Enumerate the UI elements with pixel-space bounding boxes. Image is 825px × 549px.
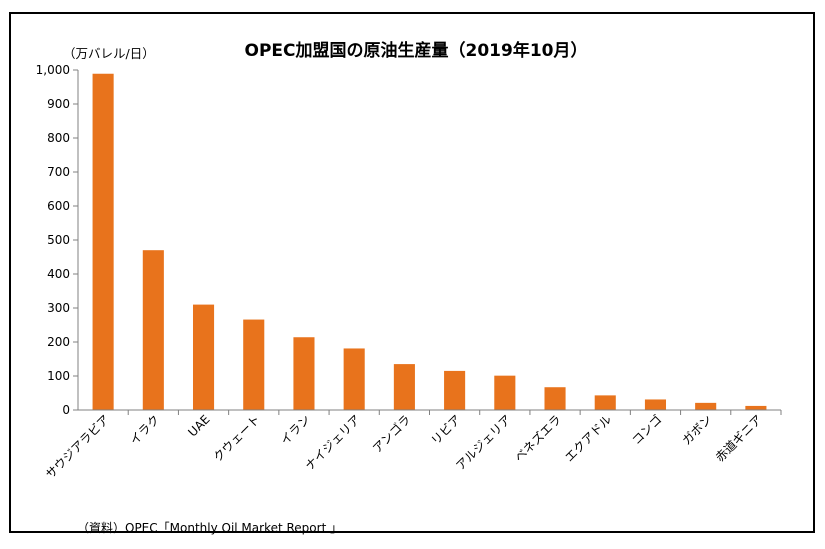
x-category-label: UAE <box>185 412 212 439</box>
y-tick-label: 100 <box>47 369 70 383</box>
x-category-label: サウジアラビア <box>43 412 112 481</box>
chart-frame: OPEC加盟国の原油生産量（2019年10月） （万バレル/日） 0 100 200… <box>9 12 815 535</box>
bar <box>444 370 466 410</box>
bar <box>494 375 516 410</box>
x-category-label: イラン <box>278 412 313 447</box>
x-category-label: ベネズエラ <box>511 412 564 465</box>
axes <box>73 70 781 411</box>
source-note: （資料）OPEC「Monthly Oil Market Report 」 <box>77 521 343 535</box>
x-category-label: コンゴ <box>629 412 665 448</box>
bar <box>594 395 616 410</box>
bar <box>745 405 767 410</box>
y-tick-label: 800 <box>47 131 70 145</box>
bar <box>243 319 265 410</box>
y-tick-label: 300 <box>47 301 70 315</box>
y-axis-unit-label: （万バレル/日） <box>63 46 155 61</box>
chart-title: OPEC加盟国の原油生産量（2019年10月） <box>245 40 588 61</box>
y-tick-label: 0 <box>62 403 70 417</box>
bar <box>142 250 164 410</box>
x-category-label: エクアドル <box>562 412 614 464</box>
y-tick-label: 400 <box>47 267 70 281</box>
bar <box>644 399 667 410</box>
x-category-label: 赤道ギニア <box>713 412 765 464</box>
x-category-label: リビア <box>428 412 463 447</box>
x-category-label: ガボン <box>679 412 714 447</box>
x-category-label: イラク <box>127 412 162 447</box>
x-category-label: クウェート <box>211 412 263 464</box>
y-tick-label: 500 <box>47 233 70 247</box>
bar <box>92 73 114 411</box>
bars <box>92 73 767 411</box>
bar <box>293 337 315 410</box>
x-category-label: アンゴラ <box>369 412 413 456</box>
y-tick-label: 900 <box>47 97 70 111</box>
bar <box>544 387 566 410</box>
bar <box>343 348 365 410</box>
bar <box>192 304 215 410</box>
bar-chart: OPEC加盟国の原油生産量（2019年10月） （万バレル/日） 0 100 200… <box>36 40 782 482</box>
y-tick-label: 600 <box>47 199 70 213</box>
y-tick-label: 700 <box>47 165 70 179</box>
y-tick-label: 1,000 <box>36 63 70 77</box>
bar <box>695 402 717 410</box>
y-axis-ticks: 0 100 200 300 400 500 600 700 800 900 1,000 <box>36 63 78 417</box>
y-tick-label: 200 <box>47 335 70 349</box>
bar <box>393 364 415 410</box>
